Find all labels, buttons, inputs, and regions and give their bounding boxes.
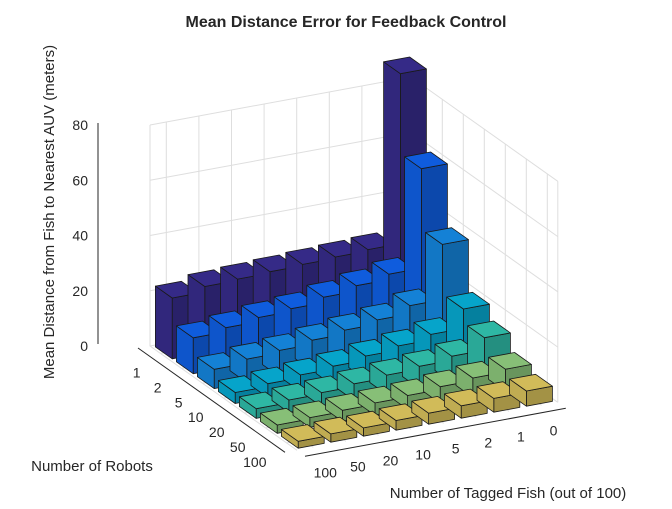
robots-tick-label: 100	[243, 454, 267, 470]
bar-top-face	[467, 320, 511, 339]
z-tick-label: 80	[72, 117, 88, 133]
bar-top-face	[488, 352, 532, 370]
bar-top-face	[446, 291, 490, 310]
bars-layer	[154, 56, 553, 449]
bar	[411, 395, 456, 425]
bar	[313, 416, 358, 443]
z-axis-label: Mean Distance from Fish to Nearest AUV (…	[41, 45, 58, 379]
fish-tick-label: 1	[517, 428, 525, 444]
robots-tick-label: 10	[188, 409, 204, 425]
fish-tick-label: 20	[383, 452, 399, 468]
z-tick-label: 20	[72, 283, 88, 299]
fish-tick-label: 5	[452, 440, 460, 456]
bar	[378, 403, 423, 431]
bar-top-face	[383, 56, 427, 75]
x-axis-label: Number of Robots	[31, 458, 153, 475]
bar-side-face	[154, 285, 173, 360]
fish-tick-label: 2	[484, 434, 492, 450]
z-tick-label: 0	[80, 338, 88, 354]
chart-title: Mean Distance Error for Feedback Control	[186, 14, 507, 31]
bar	[509, 373, 553, 407]
fish-tick-label: 10	[415, 446, 431, 462]
fish-tick-label: 50	[350, 458, 366, 474]
robots-tick-label: 5	[175, 394, 183, 410]
robots-tick-label: 1	[133, 364, 141, 380]
z-gridline	[149, 76, 559, 182]
y-axis-label: Number of Tagged Fish (out of 100)	[390, 485, 627, 502]
bar-top-face	[425, 227, 469, 245]
z-tick-label: 60	[72, 172, 88, 188]
box-edge	[149, 125, 298, 451]
fish-axis-line	[304, 407, 566, 457]
robots-tick-label: 50	[230, 439, 246, 455]
bar-top-face	[509, 373, 553, 392]
bar	[443, 388, 488, 419]
bar-top-face	[404, 151, 448, 170]
robots-tick-label: 2	[154, 379, 162, 395]
robots-tick-label: 20	[209, 424, 225, 440]
robots-axis-line	[137, 347, 286, 453]
z-tick-label: 40	[72, 228, 88, 244]
fish-tick-label: 0	[550, 422, 558, 438]
fish-tick-label: 100	[314, 464, 338, 480]
z-gridline	[149, 131, 559, 238]
